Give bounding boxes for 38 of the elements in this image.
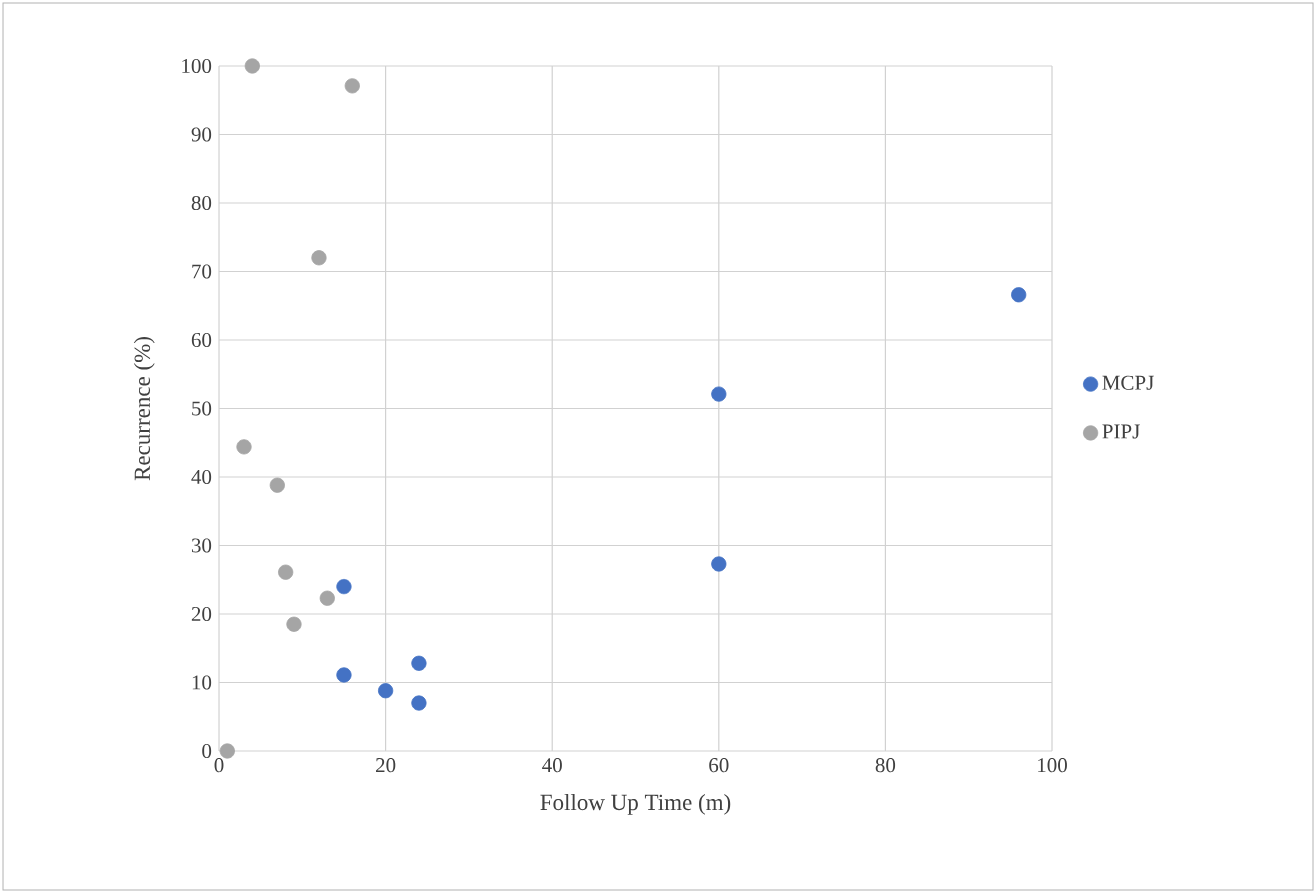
point (236, 439, 252, 455)
x-tick-label: 40 (542, 758, 562, 773)
point (336, 578, 352, 595)
point (411, 655, 427, 671)
legend-label: MCPJ (1102, 375, 1154, 390)
x-tick-label: 60 (709, 758, 729, 773)
point (711, 386, 727, 402)
point (344, 78, 360, 94)
point (378, 683, 394, 699)
y-tick-label: 90 (191, 127, 212, 142)
y-axis-title: Recurrence (%) (133, 337, 155, 481)
x-tick-label: 80 (875, 758, 896, 773)
point (269, 477, 285, 493)
y-tick-label: 20 (191, 606, 212, 622)
y-tick-label: 10 (192, 675, 212, 690)
y-tick-label: 100 (182, 58, 212, 74)
y-tick-label: 80 (191, 195, 212, 211)
x-tick-label: 100 (1038, 758, 1067, 773)
legend-label: PIPJ (1102, 424, 1140, 439)
y-tick-label: 50 (192, 401, 212, 416)
point (336, 667, 352, 683)
y-tick-label: 40 (191, 469, 212, 485)
y-tick-label: 70 (192, 264, 212, 279)
x-axis-title: Follow Up Time (m) (540, 793, 731, 815)
y-tick-label: 30 (191, 538, 212, 553)
point (311, 250, 327, 266)
point (711, 556, 727, 572)
point (278, 564, 294, 580)
point (219, 743, 235, 759)
x-tick-label: 0 (214, 758, 224, 773)
x-tick-label: 20 (376, 758, 396, 773)
point (286, 616, 302, 632)
y-tick-label: 0 (202, 743, 212, 759)
point (1011, 287, 1027, 303)
point (319, 590, 335, 606)
y-tick-label: 60 (191, 332, 212, 348)
point (411, 695, 427, 711)
point (244, 58, 260, 74)
